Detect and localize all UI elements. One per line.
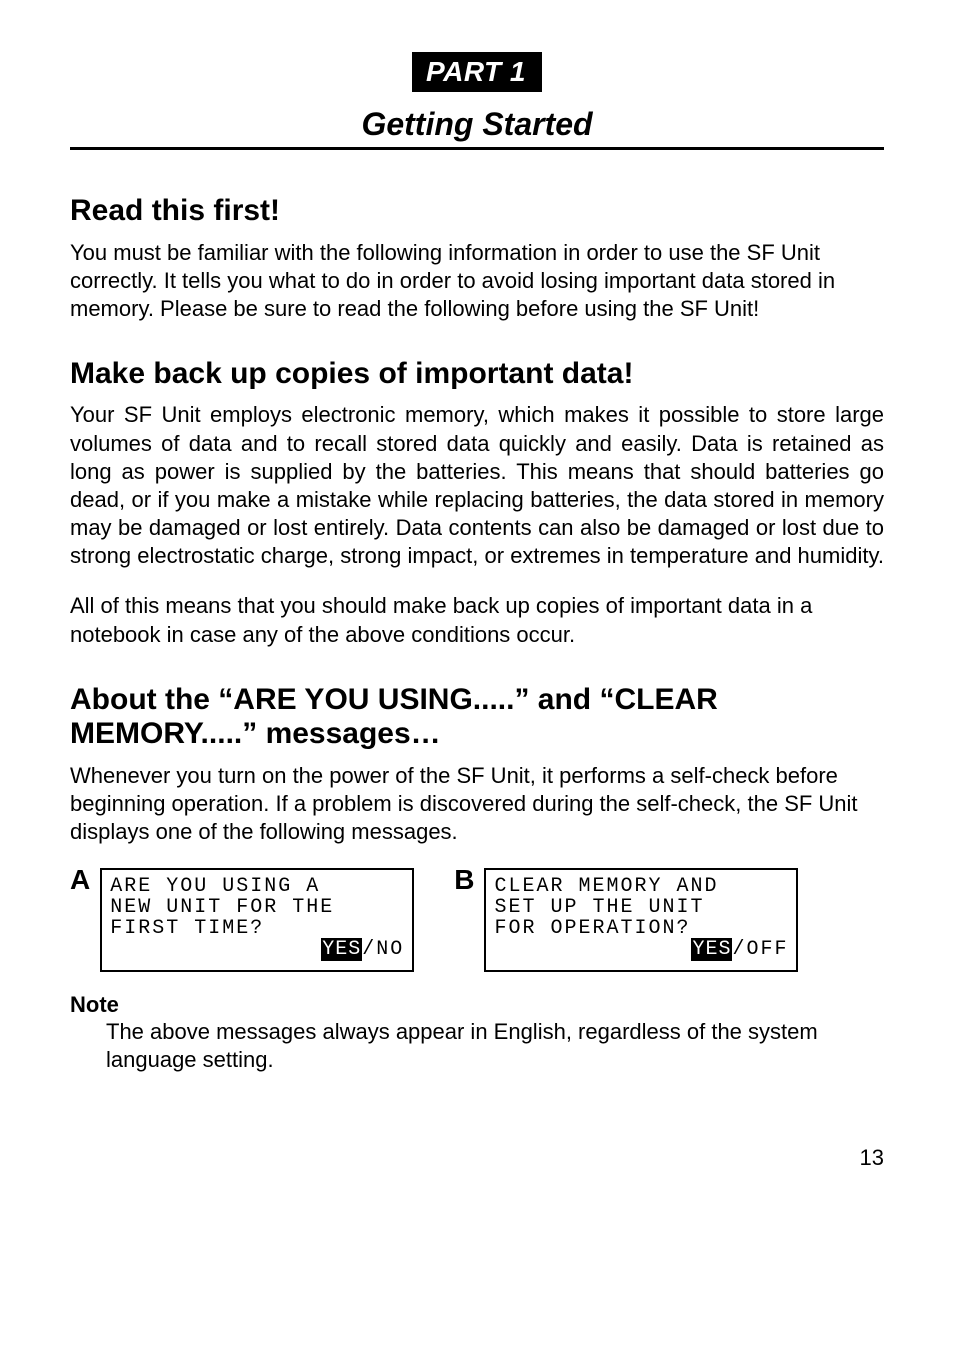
paragraph-backup-1: Your SF Unit employs electronic memory, …	[70, 401, 884, 570]
paragraph-messages: Whenever you turn on the power of the SF…	[70, 762, 884, 846]
page-number: 13	[70, 1145, 884, 1171]
lcd-b-line1: CLEAR MEMORY AND	[494, 875, 718, 898]
lcd-b-line3: FOR OPERATION?	[494, 917, 690, 940]
lcd-block-a: A ARE YOU USING A NEW UNIT FOR THE FIRST…	[70, 868, 414, 972]
lcd-label-b: B	[454, 866, 474, 894]
lcd-screen-b: CLEAR MEMORY AND SET UP THE UNIT FOR OPE…	[484, 868, 798, 972]
lcd-label-a: A	[70, 866, 90, 894]
lcd-a-yes-inverse: YES	[321, 938, 362, 961]
lcd-a-line1: ARE YOU USING A	[110, 875, 320, 898]
note-body: The above messages always appear in Engl…	[106, 1018, 884, 1074]
note-heading: Note	[70, 992, 884, 1018]
lcd-a-line2: NEW UNIT FOR THE	[110, 896, 334, 919]
lcd-b-line2: SET UP THE UNIT	[494, 896, 704, 919]
page-container: PART 1 Getting Started Read this first! …	[0, 0, 954, 1211]
heading-messages: About the “ARE YOU USING.....” and “CLEA…	[70, 683, 884, 752]
lcd-screen-a: ARE YOU USING A NEW UNIT FOR THE FIRST T…	[100, 868, 414, 972]
paragraph-read-first: You must be familiar with the following …	[70, 239, 884, 323]
lcd-row: A ARE YOU USING A NEW UNIT FOR THE FIRST…	[70, 868, 884, 972]
lcd-a-line3: FIRST TIME?	[110, 917, 264, 940]
heading-backup: Make back up copies of important data!	[70, 357, 884, 392]
lcd-a-line4: YES/NO	[110, 939, 404, 960]
lcd-b-yes-inverse: YES	[691, 938, 732, 961]
paragraph-backup-2: All of this means that you should make b…	[70, 592, 884, 648]
lcd-b-suffix: /OFF	[732, 938, 788, 961]
lcd-block-b: B CLEAR MEMORY AND SET UP THE UNIT FOR O…	[454, 868, 798, 972]
part-badge: PART 1	[412, 52, 542, 92]
chapter-title: Getting Started	[70, 106, 884, 143]
lcd-b-line4: YES/OFF	[494, 939, 788, 960]
heading-read-first: Read this first!	[70, 194, 884, 229]
title-divider	[70, 147, 884, 150]
lcd-a-suffix: /NO	[362, 938, 404, 961]
